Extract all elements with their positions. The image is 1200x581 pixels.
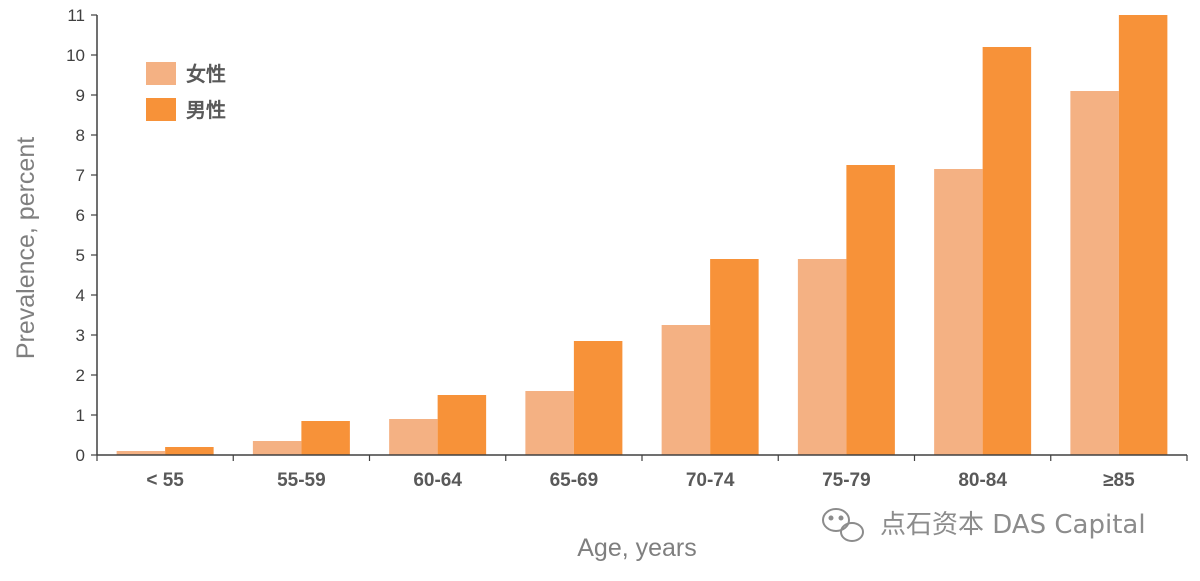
legend-label-male: 男性	[186, 98, 226, 122]
y-tick-label: 10	[66, 46, 85, 65]
bar-female-5	[797, 259, 847, 455]
bar-male-4	[710, 259, 759, 455]
y-tick-label: 3	[76, 326, 85, 345]
bar-male-6	[982, 47, 1032, 455]
x-tick-label: 70-74	[686, 470, 735, 491]
bars-group	[116, 15, 1168, 455]
bar-male-1	[301, 421, 350, 455]
x-tick-label: 60-64	[413, 470, 462, 491]
y-tick-label: 11	[67, 6, 85, 25]
legend: 女性 男性	[146, 62, 226, 122]
bar-male-2	[437, 395, 487, 455]
bar-female-2	[389, 419, 438, 455]
watermark-text: 点石资本 DAS Capital	[880, 510, 1146, 540]
x-axis: < 55 55-59 60-64 65-69 70-74 75-79 80-84 ≥85	[96, 454, 1188, 491]
x-tick-label: 55-59	[277, 470, 326, 491]
y-axis: 0 1 2 3 4 5 6 7 8 9 10 11	[66, 6, 98, 465]
y-tick-label: 6	[76, 206, 85, 225]
y-tick-label: 2	[76, 366, 85, 385]
y-tick-label: 7	[76, 166, 85, 185]
x-tick-label: 65-69	[550, 470, 599, 491]
y-tick-label: 0	[76, 446, 85, 465]
bar-male-3	[573, 341, 623, 455]
legend-swatch-male	[146, 98, 176, 121]
watermark: 点石资本 DAS Capital	[822, 508, 1146, 542]
y-tick-label: 8	[76, 126, 85, 145]
y-axis-title: Prevalence, percent	[12, 137, 40, 359]
bar-male-5	[846, 165, 895, 455]
x-axis-title: Age, years	[577, 534, 697, 562]
x-tick-label: < 55	[146, 470, 184, 491]
bar-female-7	[1070, 91, 1119, 455]
bar-male-0	[165, 447, 214, 455]
y-tick-label: 1	[76, 406, 85, 425]
bar-female-3	[525, 391, 574, 455]
bar-female-0	[116, 451, 166, 455]
x-tick-label: 80-84	[958, 470, 1007, 491]
legend-label-female: 女性	[186, 62, 226, 86]
bar-female-1	[252, 441, 302, 455]
y-tick-label: 5	[76, 246, 85, 265]
bar-female-6	[934, 169, 983, 455]
x-tick-label: ≥85	[1103, 470, 1135, 491]
legend-swatch-female	[146, 62, 176, 85]
wechat-icon	[822, 508, 864, 542]
y-tick-label: 9	[76, 86, 85, 105]
bar-female-4	[661, 325, 711, 455]
y-tick-label: 4	[76, 286, 85, 305]
x-tick-label: 75-79	[822, 470, 871, 491]
bar-male-7	[1118, 15, 1168, 455]
